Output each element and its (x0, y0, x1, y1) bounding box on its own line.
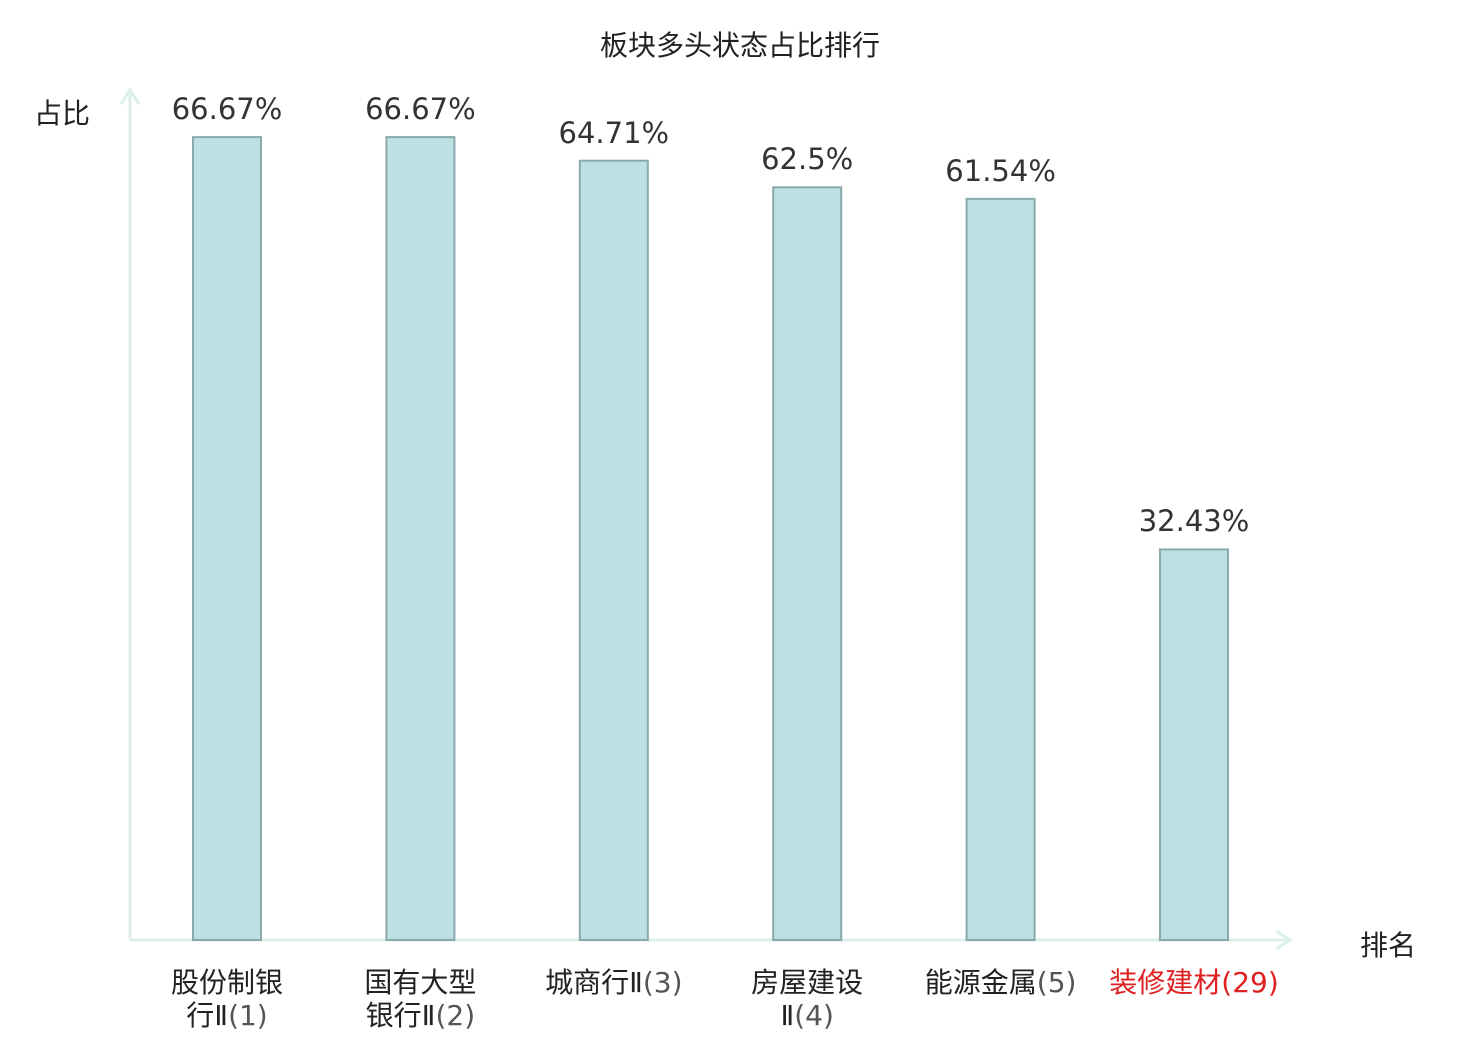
category-name: 股份制银 (170, 966, 283, 999)
chart-title: 板块多头状态占比排行 (599, 29, 880, 62)
y-axis-label: 占比 (34, 97, 91, 130)
bar (192, 136, 262, 941)
bar (772, 186, 843, 942)
category-label: 国有大型 银行Ⅱ(2) (320, 966, 520, 1032)
category-rank: (3) (642, 966, 683, 999)
x-axis-label: 排名 (1360, 929, 1417, 962)
category-rank: (5) (1036, 966, 1077, 999)
category-rank: (1) (228, 999, 268, 1032)
category-label: 房屋建设 Ⅱ(4) (707, 966, 907, 1032)
category-name: 国有大型 (364, 966, 477, 999)
bars (192, 136, 1229, 942)
x-axis-arrow (1275, 929, 1293, 951)
y-axis-arrow (119, 87, 141, 105)
bar (385, 136, 456, 941)
bar (1159, 548, 1229, 941)
axes (119, 87, 1293, 951)
category-name: 装修建材 (1109, 966, 1222, 999)
bar (965, 197, 1036, 941)
category-label: 股份制银 行Ⅱ(1) (127, 966, 327, 1032)
bar (578, 159, 649, 941)
category-name: 行Ⅱ (186, 999, 229, 1032)
category-rank: (29) (1221, 966, 1279, 999)
value-label: 61.54% (945, 153, 1056, 188)
category-name: 能源金属 (924, 966, 1037, 999)
category-rank: (4) (794, 999, 834, 1032)
category-name: 房屋建设 (751, 966, 864, 999)
category-label: 城商行Ⅱ(3) (514, 966, 714, 999)
value-label: 32.43% (1138, 504, 1250, 539)
value-label: 66.67% (365, 92, 476, 127)
value-label: 66.67% (171, 92, 283, 127)
category-rank: (2) (435, 999, 476, 1032)
category-label: 能源金属(5) (901, 966, 1101, 999)
value-label: 64.71% (558, 115, 670, 150)
category-label: 装修建材(29) (1094, 966, 1294, 999)
category-name: 银行Ⅱ (365, 999, 436, 1032)
category-name: Ⅱ (780, 999, 795, 1032)
value-label: 62.5% (761, 142, 854, 177)
category-name: 城商行Ⅱ (545, 966, 643, 999)
